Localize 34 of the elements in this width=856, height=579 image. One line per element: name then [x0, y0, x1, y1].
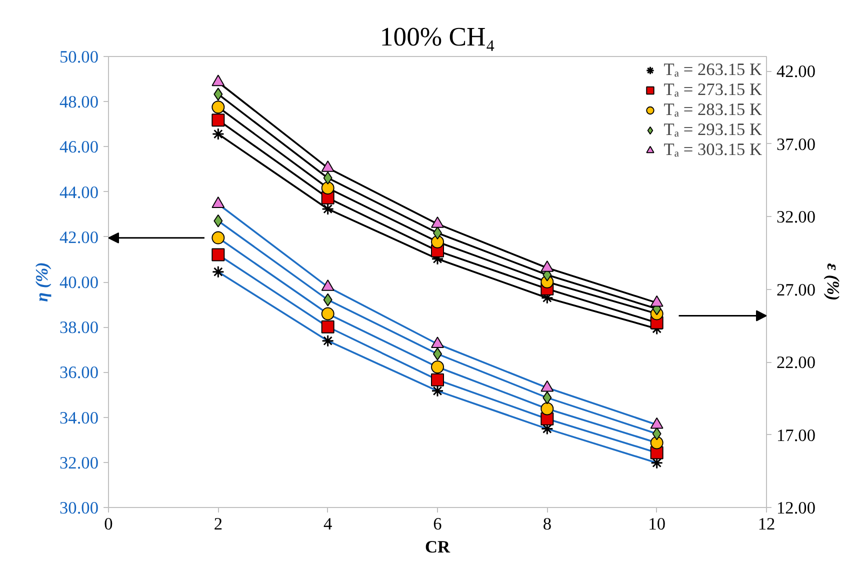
y-tick-label: 50.00 — [60, 48, 99, 66]
legend-label: Tₐ = 293.15 K — [664, 120, 762, 140]
y-tick-label: 34.00 — [60, 408, 99, 428]
x-axis-title: CR — [424, 538, 450, 556]
y2-tick-label: 32.00 — [776, 208, 816, 227]
legend-label: Tₐ = 303.15 K — [664, 140, 762, 160]
y2-tick-label: 12.00 — [776, 498, 816, 518]
x-tick-label: 0 — [104, 514, 113, 534]
y-tick-label: 30.00 — [60, 498, 99, 518]
legend-label: Tₐ = 273.15 K — [664, 80, 762, 100]
chart-title: 100% CH₄ — [380, 22, 496, 52]
x-tick-label: 4 — [324, 514, 332, 534]
y2-tick-label: 22.00 — [776, 353, 816, 372]
x-tick-label: 6 — [433, 514, 442, 534]
x-tick-label: 12 — [758, 514, 776, 534]
y2-axis-title: ε (%) — [823, 263, 842, 301]
y-tick-label: 48.00 — [60, 92, 99, 112]
legend-label: Tₐ = 263.15 K — [664, 60, 762, 80]
y2-tick-label: 42.00 — [776, 62, 816, 82]
y2-tick-label: 17.00 — [776, 426, 816, 445]
x-tick-label: 10 — [648, 514, 666, 534]
y-axis-title: η (%) — [32, 262, 52, 302]
y-tick-label: 32.00 — [60, 453, 99, 472]
x-tick-label: 2 — [214, 514, 223, 534]
y2-tick-label: 37.00 — [776, 134, 816, 154]
y2-tick-label: 27.00 — [776, 280, 816, 300]
y-tick-label: 46.00 — [60, 138, 99, 157]
y-tick-label: 40.00 — [60, 273, 99, 292]
y-tick-label: 36.00 — [60, 363, 99, 382]
y-tick-label: 38.00 — [60, 318, 99, 338]
legend-label: Tₐ = 283.15 K — [664, 100, 762, 120]
y-tick-label: 42.00 — [60, 228, 99, 247]
y-tick-label: 44.00 — [60, 182, 99, 202]
x-tick-label: 8 — [542, 514, 552, 534]
